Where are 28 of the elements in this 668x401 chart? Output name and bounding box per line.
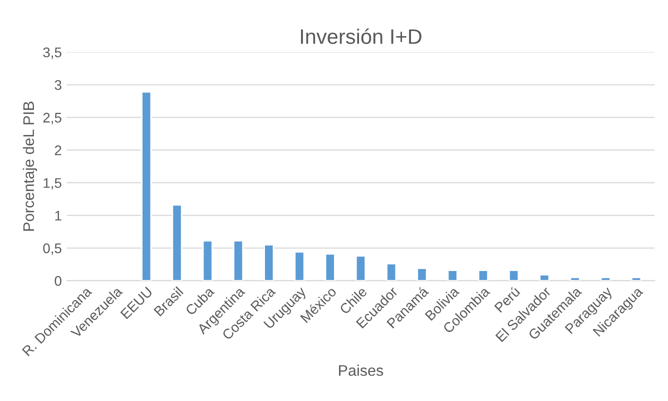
bar [324,253,336,281]
x-axis-title: Paises [339,364,384,376]
y-axis-title: Porcentaje deL PIB [22,102,38,231]
y-tick-label: 1,5 [44,178,62,190]
bar [630,276,642,281]
bar [355,255,366,281]
bar [539,274,550,281]
y-tick-label: 2,5 [43,112,62,124]
y-tick-label: 1 [55,210,62,220]
bar [447,270,458,281]
bar [141,91,152,281]
bar [478,270,488,281]
y-tick-label: 2 [54,145,62,156]
bar [172,204,182,281]
bar [264,244,274,281]
bar [232,240,244,281]
bar [600,276,611,281]
bar [202,240,213,281]
y-tick-label: 3 [54,80,62,90]
bar [570,276,580,281]
bar [386,263,397,281]
y-tick-label: 3,5 [43,47,62,59]
chart-title: Inversión I+D [300,28,422,44]
bar [508,270,520,281]
bar [294,251,305,281]
y-tick-label: 0 [54,276,62,286]
y-tick-label: 0,5 [43,243,62,255]
bar [416,268,428,281]
